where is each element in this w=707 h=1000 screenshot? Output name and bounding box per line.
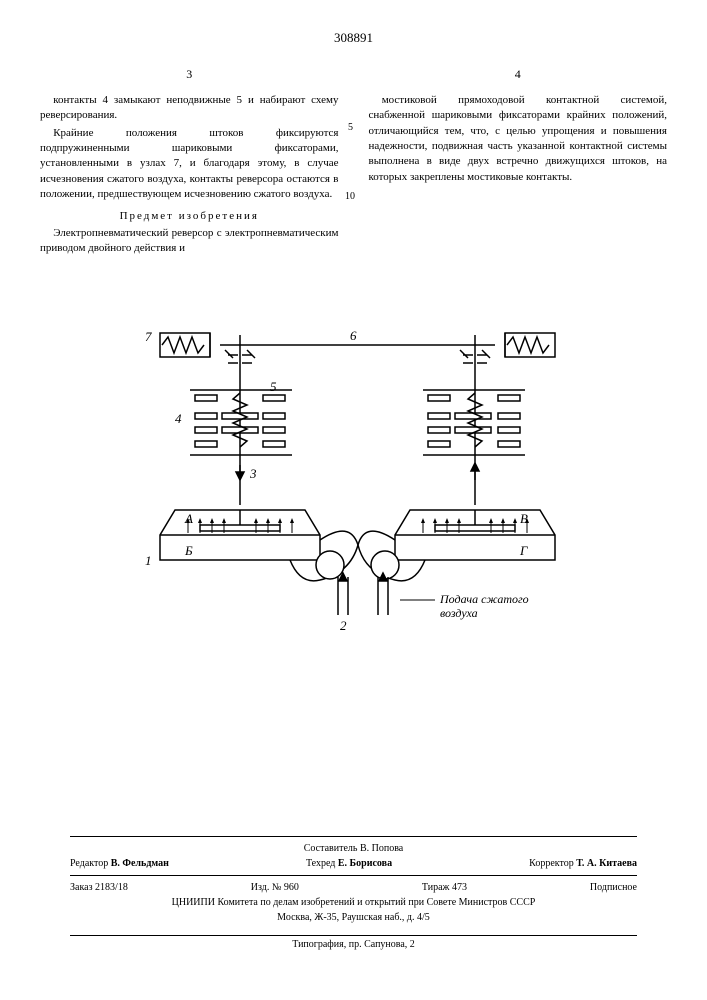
footer-compiler: Составитель В. Попова	[70, 841, 637, 856]
line-marker-10: 10	[345, 191, 355, 202]
footer-izd: Изд. № 960	[251, 882, 299, 893]
fig-label-3: 3	[249, 466, 257, 481]
left-para-1: контакты 4 замыкают неподвижные 5 и наби…	[40, 93, 339, 124]
fig-air-label-2: воздуха	[440, 606, 478, 620]
invention-heading: Предмет изобретения	[40, 209, 339, 224]
footer-block: Составитель В. Попова Редактор В. Фельдм…	[70, 832, 637, 925]
right-col-number: 4	[369, 66, 668, 83]
fig-label-2: 2	[340, 618, 347, 633]
footer-editor: Редактор В. Фельдман	[70, 858, 169, 869]
footer-tech: Техред Е. Борисова	[306, 858, 392, 869]
footer-typography: Типография, пр. Сапунова, 2	[70, 935, 637, 950]
technical-figure: 7 6 4 5 3 1 2 А Б В Г Подача сжатого воз…	[100, 315, 610, 635]
left-para-3: Электропневматический реверсор с электро…	[40, 226, 339, 257]
right-column: 4 мостиковой прямоходовой контактной сис…	[369, 66, 668, 259]
fig-label-7: 7	[145, 329, 152, 344]
footer-tirazh: Тираж 473	[422, 882, 467, 893]
left-col-number: 3	[40, 66, 339, 83]
left-column: 3 контакты 4 замыкают неподвижные 5 и на…	[40, 66, 339, 259]
patent-number: 308891	[0, 0, 707, 46]
footer-corrector: Корректор Т. А. Китаева	[529, 858, 637, 869]
left-para-2: Крайние положения штоков фиксируются под…	[40, 126, 339, 203]
fig-label-4: 4	[175, 411, 182, 426]
fig-chamber-b: Б	[184, 543, 193, 558]
fig-chamber-v: В	[520, 511, 528, 526]
line-marker-5: 5	[348, 122, 353, 133]
footer-org: ЦНИИПИ Комитета по делам изобретений и о…	[70, 895, 637, 910]
fig-label-6: 6	[350, 328, 357, 343]
fig-chamber-g: Г	[519, 543, 528, 558]
fig-chamber-a: А	[184, 511, 193, 526]
footer-order: Заказ 2183/18	[70, 882, 128, 893]
fig-label-5: 5	[270, 379, 277, 394]
text-columns: 3 контакты 4 замыкают неподвижные 5 и на…	[0, 46, 707, 259]
fig-air-label-1: Подача сжатого	[439, 592, 529, 606]
fig-label-1: 1	[145, 553, 152, 568]
right-para-1: мостиковой прямоходовой контактной систе…	[369, 93, 668, 185]
footer-address: Москва, Ж-35, Раушская наб., д. 4/5	[70, 910, 637, 925]
footer-podpisnoe: Подписное	[590, 882, 637, 893]
